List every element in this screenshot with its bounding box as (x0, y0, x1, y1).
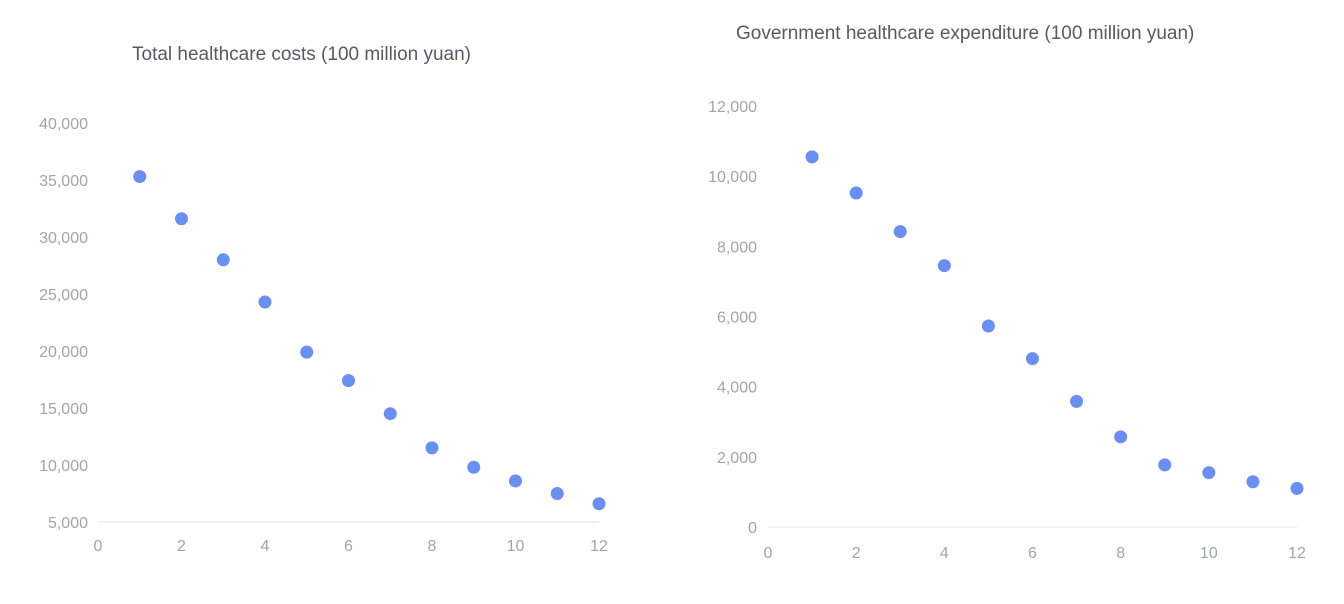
data-point[interactable] (937, 259, 951, 273)
data-point[interactable] (1246, 475, 1260, 489)
data-point[interactable] (467, 460, 481, 474)
chart-panel-government-expenditure: Government healthcare expenditure (100 m… (672, 0, 1344, 604)
data-point[interactable] (1290, 481, 1304, 495)
data-point[interactable] (805, 150, 819, 164)
y-tick-label: 30,000 (39, 230, 88, 247)
y-tick-label: 25,000 (39, 287, 88, 304)
data-point[interactable] (383, 407, 397, 421)
x-tick-label: 12 (1288, 545, 1306, 562)
data-point[interactable] (981, 319, 995, 333)
chart-title: Government healthcare expenditure (100 m… (736, 23, 1195, 44)
data-point[interactable] (1202, 466, 1216, 480)
y-tick-label: 4,000 (717, 380, 757, 397)
y-tick-label: 6,000 (717, 310, 757, 327)
x-tick-label: 2 (852, 545, 861, 562)
x-tick-label: 8 (428, 538, 437, 555)
x-tick-label: 4 (940, 545, 949, 562)
x-tick-label: 10 (507, 538, 525, 555)
x-tick-label: 8 (1116, 545, 1125, 562)
data-point[interactable] (300, 345, 314, 359)
data-point[interactable] (1070, 394, 1084, 408)
data-point[interactable] (849, 186, 863, 200)
y-tick-label: 5,000 (48, 515, 88, 532)
x-tick-label: 4 (261, 538, 270, 555)
x-tick-label: 6 (344, 538, 353, 555)
chart-title: Total healthcare costs (100 million yuan… (132, 44, 472, 65)
data-point[interactable] (1026, 352, 1039, 366)
data-point[interactable] (592, 497, 606, 511)
data-point[interactable] (550, 487, 564, 500)
data-point[interactable] (175, 212, 188, 226)
y-tick-label: 12,000 (708, 99, 757, 116)
data-point[interactable] (893, 225, 907, 239)
data-point[interactable] (1114, 430, 1128, 444)
chart-panel-total-costs: Total healthcare costs (100 million yuan… (39, 44, 608, 555)
data-point[interactable] (216, 253, 230, 267)
data-point[interactable] (509, 474, 522, 488)
y-tick-label: 40,000 (39, 116, 88, 133)
y-tick-label: 10,000 (708, 169, 757, 186)
x-tick-label: 0 (94, 538, 103, 555)
y-tick-label: 2,000 (717, 450, 757, 467)
data-point[interactable] (1158, 458, 1172, 472)
data-point[interactable] (425, 441, 439, 455)
x-tick-label: 10 (1200, 545, 1218, 562)
x-tick-label: 2 (177, 538, 186, 555)
y-tick-label: 20,000 (39, 344, 88, 361)
scatter-plot-total-costs: 5,000 10,000 15,000 20,000 25,000 30,000 35,00… (39, 116, 608, 555)
data-point[interactable] (342, 374, 355, 388)
x-tick-label: 0 (764, 545, 773, 562)
y-tick-label: 15,000 (39, 401, 88, 418)
y-tick-label: 10,000 (39, 458, 88, 475)
y-tick-label: 8,000 (717, 239, 757, 256)
x-tick-label: 12 (590, 538, 608, 555)
data-point[interactable] (133, 170, 147, 184)
x-tick-label: 6 (1028, 545, 1037, 562)
y-tick-label: 0 (748, 520, 757, 537)
scatter-plot-government-expenditure: 0 2,000 4,000 6,000 8,000 10,000 12,000 0 2 4 6 8 10… (708, 99, 1306, 562)
data-point[interactable] (258, 295, 272, 309)
y-tick-label: 35,000 (39, 173, 88, 190)
